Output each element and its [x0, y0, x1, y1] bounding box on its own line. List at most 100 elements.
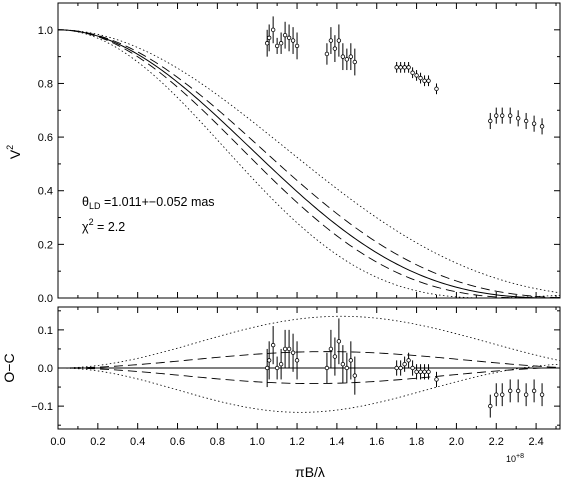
v2-point — [286, 35, 292, 41]
v2-point — [539, 124, 545, 129]
v2-point — [282, 32, 288, 38]
top-panel-frame — [57, 2, 561, 299]
residual-point — [418, 369, 423, 375]
residual-point — [515, 388, 521, 394]
y-tick-label: 0.6 — [38, 132, 53, 144]
residual-point — [286, 346, 292, 352]
v2-point — [402, 65, 407, 70]
residual-point — [414, 369, 419, 375]
x-tick-label: 1.8 — [409, 436, 424, 448]
v2-point — [531, 121, 537, 126]
x-tick-label: 0.0 — [50, 436, 65, 448]
y-tick-label: 0.1 — [38, 325, 53, 337]
v2-point — [328, 38, 334, 43]
residual-point — [324, 365, 330, 371]
top-panel-ticks: 0.0 0.2 0.4 0.6 0.8 1.0 — [38, 3, 560, 305]
v2-point — [394, 65, 399, 70]
v2-point — [410, 70, 415, 75]
v2-point — [294, 43, 300, 49]
v2-point — [422, 78, 427, 83]
v2-point — [266, 35, 272, 41]
residual-point — [406, 358, 411, 363]
plus-1sigma-curve — [57, 29, 561, 299]
residual-plus-1sigma-curve — [57, 366, 561, 385]
v2-point — [274, 43, 280, 49]
chi-square-annotation: χ2 = 2.2 — [82, 217, 125, 234]
residual-point — [539, 392, 545, 397]
v2-point — [488, 118, 493, 124]
residual-minus-3sigma-curve — [57, 315, 561, 369]
residual-point — [332, 354, 338, 359]
v2-point — [398, 65, 403, 70]
residual-point — [398, 365, 403, 371]
v2-point — [418, 75, 423, 81]
residual-data-points — [264, 318, 545, 418]
residual-minus-1sigma-curve — [57, 351, 561, 369]
residual-point — [282, 346, 288, 352]
v2-point — [264, 41, 270, 46]
best-fit-curve — [57, 29, 561, 299]
x-tick-label: 2.2 — [489, 436, 504, 448]
top-data-points — [264, 16, 545, 135]
v2-point — [414, 73, 419, 78]
x-tick-label: 1.2 — [289, 436, 304, 448]
y-tick-label: −0.1 — [31, 401, 53, 413]
residual-point — [336, 339, 342, 344]
v2-point — [270, 27, 276, 33]
residual-point — [352, 373, 358, 378]
x-tick-label: 1.6 — [369, 436, 384, 448]
residual-point — [348, 358, 354, 363]
v2-point — [324, 51, 330, 57]
residual-point — [494, 392, 499, 397]
x-tick-label: 0.8 — [210, 436, 225, 448]
residual-point — [488, 403, 493, 409]
x-tick-label: 1.4 — [329, 436, 344, 448]
residual-point — [264, 365, 270, 371]
v2-point — [340, 54, 346, 59]
residual-point — [274, 365, 280, 371]
x-tick-label: 2.4 — [528, 436, 543, 448]
x-tick-label: 2.0 — [449, 436, 464, 448]
residual-point — [500, 392, 505, 397]
residual-point — [402, 361, 407, 367]
residual-point — [523, 392, 529, 397]
v2-point — [290, 38, 296, 43]
residual-point — [344, 365, 350, 371]
v2-point — [507, 113, 513, 118]
x-tick-label: 0.6 — [170, 436, 185, 448]
y-tick-label: 0.0 — [38, 363, 53, 375]
bottom-panel-ticks: 0.0 0.2 0.4 0.6 0.8 1.0 1.2 1.4 1.6 1.8 2.0 2.2 2.4 −… — [31, 307, 560, 448]
v2-point — [344, 57, 350, 62]
residual-point — [278, 361, 284, 367]
residual-model-curves — [57, 315, 561, 413]
x-tick-label: 0.4 — [130, 436, 145, 448]
x-axis-multiplier: 10+8 — [506, 453, 524, 464]
residual-point — [507, 388, 513, 394]
v2-point — [434, 86, 439, 92]
y-tick-label: 0.0 — [38, 293, 53, 305]
residual-point — [290, 350, 296, 355]
residual-point — [426, 369, 431, 375]
residual-point — [328, 346, 334, 352]
minus-3sigma-curve — [57, 29, 561, 294]
v2-point — [515, 116, 521, 121]
residual-point — [340, 361, 346, 367]
x-tick-label: 0.2 — [90, 436, 105, 448]
v2-point — [406, 65, 411, 70]
x-axis-label: πB/λ — [295, 464, 325, 480]
y-tick-label: 1.0 — [38, 25, 53, 37]
top-model-curves — [57, 29, 561, 299]
y-tick-label: 0.4 — [38, 186, 53, 198]
v2-point — [336, 38, 342, 43]
y-tick-label: 0.8 — [38, 78, 53, 90]
residual-point — [394, 365, 399, 371]
v2-point — [523, 118, 529, 124]
y-tick-label: 0.2 — [38, 239, 53, 251]
minus-1sigma-curve — [57, 29, 561, 299]
v2-point — [500, 113, 505, 118]
plus-3sigma-curve — [57, 29, 561, 299]
residual-point — [270, 342, 276, 348]
v2-point — [348, 54, 354, 59]
residual-point — [266, 358, 272, 363]
